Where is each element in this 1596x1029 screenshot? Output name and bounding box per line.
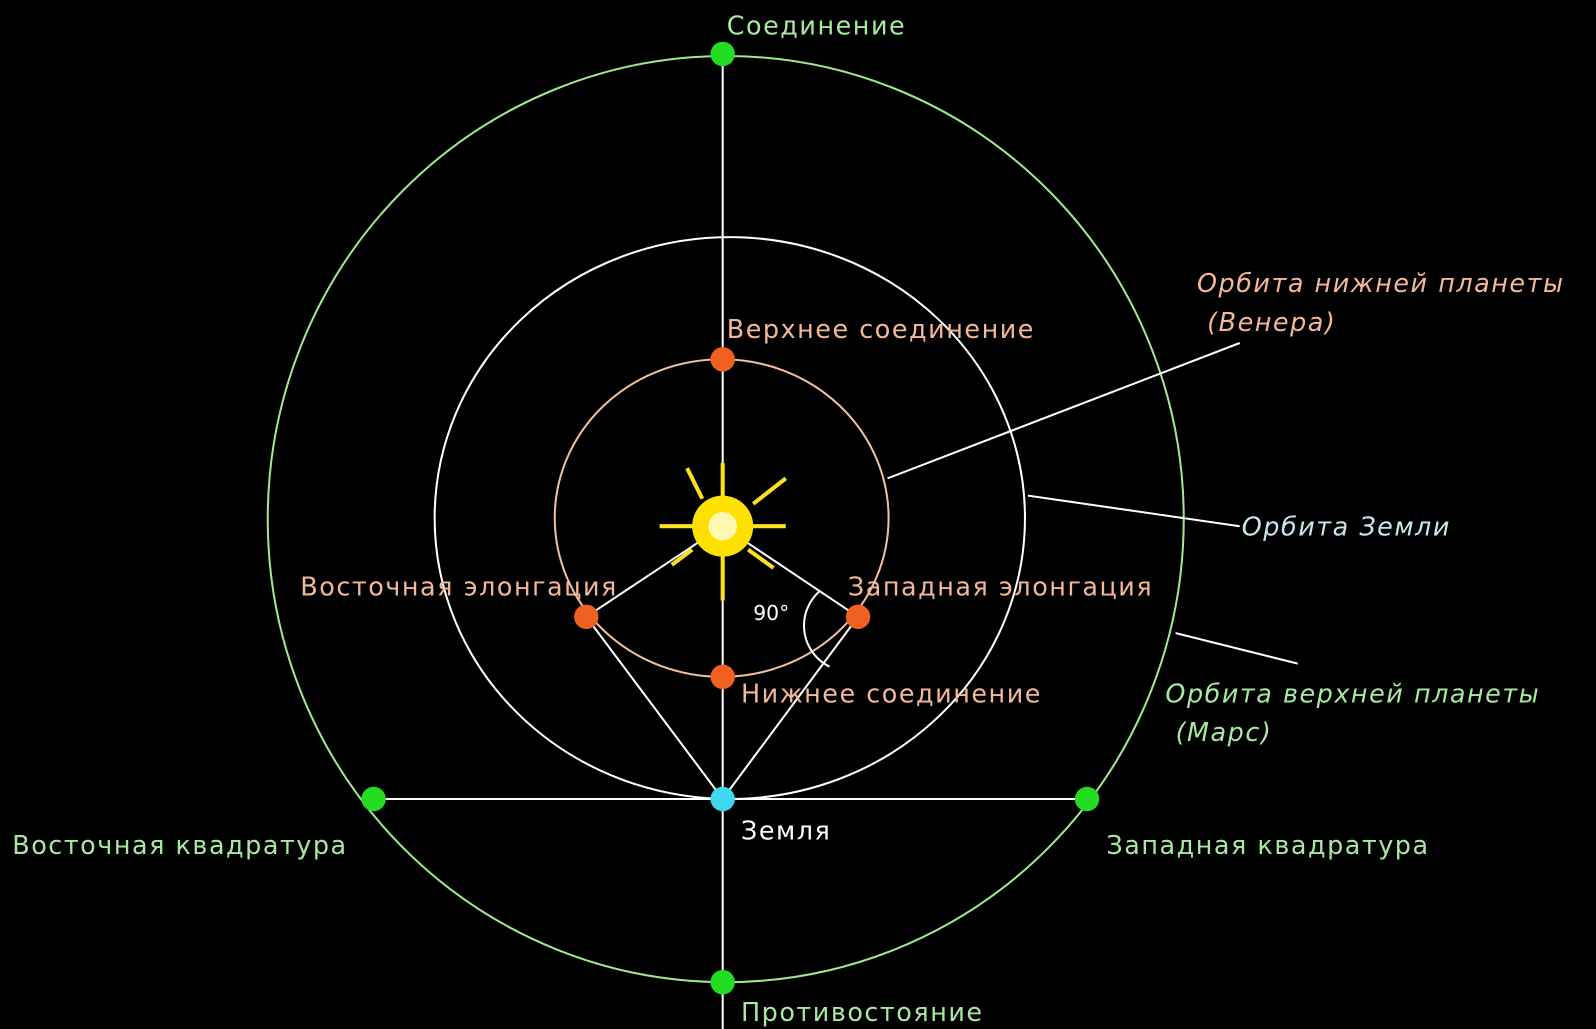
planet-position	[710, 665, 734, 689]
label: Западная квадратура	[1106, 830, 1429, 860]
sun-core	[708, 512, 736, 540]
planet-position	[710, 347, 734, 371]
planet-position	[574, 605, 598, 629]
orbit-sublabel: (Марс)	[1176, 717, 1273, 747]
label: Нижнее соединение	[741, 678, 1042, 708]
label: Восточная элонгация	[300, 571, 618, 601]
planet-position	[710, 970, 734, 994]
orbit-sublabel: (Венера)	[1207, 307, 1336, 337]
label: Соединение	[727, 11, 906, 41]
planet-position	[846, 605, 870, 629]
orbit-label: Орбита Земли	[1242, 511, 1451, 541]
orbit-label: Орбита верхней планеты	[1165, 678, 1540, 708]
earth	[710, 787, 734, 811]
label: Верхнее соединение	[727, 314, 1035, 344]
label: Земля	[741, 816, 831, 846]
orbit-label: Орбита нижней планеты	[1197, 268, 1565, 298]
page: Соединение Верхнее соединение Нижнее сое…	[0, 0, 1596, 1029]
planet-position	[361, 787, 385, 811]
angle-label: 90°	[753, 601, 789, 625]
label: Восточная квадратура	[12, 830, 347, 860]
diagram: Соединение Верхнее соединение Нижнее сое…	[0, 0, 1596, 1029]
planet-position	[1075, 787, 1099, 811]
planet-position	[710, 42, 734, 66]
label: Западная элонгация	[848, 571, 1153, 601]
label: Противостояние	[741, 997, 984, 1027]
